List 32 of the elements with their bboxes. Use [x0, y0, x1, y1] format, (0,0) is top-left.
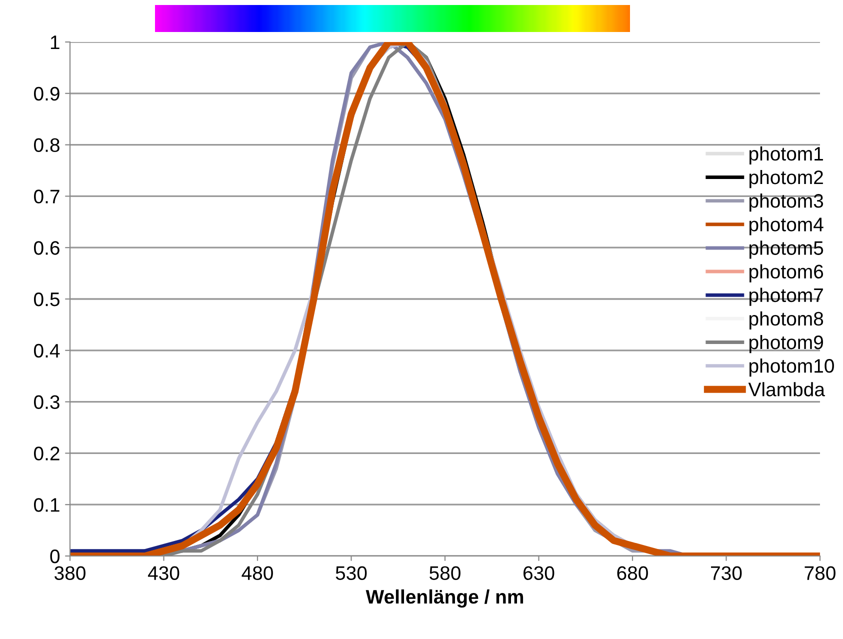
y-tick-label: 0.1 [34, 498, 60, 512]
legend-label: photom1 [750, 146, 823, 165]
legend-label: photom7 [750, 288, 823, 306]
legend-label: photom9 [750, 334, 823, 354]
y-tick-label: 0.8 [34, 138, 60, 152]
x-tick-label: 530 [336, 566, 367, 580]
y-tick-label: 0 [50, 549, 60, 564]
x-axis-title: Wellenlänge / nm [366, 589, 524, 608]
legend-label: photom2 [750, 170, 823, 188]
y-tick-label: 0.2 [34, 446, 60, 460]
y-tick-label: 0.5 [34, 292, 60, 306]
y-tick-label: 0.3 [34, 395, 60, 410]
x-tick-label: 580 [430, 566, 460, 580]
y-tick-label: 0.7 [34, 190, 60, 204]
legend-label: photom3 [750, 194, 824, 212]
y-tick-label: 1 [50, 36, 60, 50]
y-tick-label: 0.9 [34, 86, 60, 101]
legend-label: photom4 [750, 217, 824, 236]
legend-label: photom10 [750, 358, 834, 377]
legend-label: photom6 [750, 264, 824, 282]
x-tick-label: 430 [148, 566, 180, 580]
x-tick-label: 780 [804, 566, 836, 580]
x-tick-label: 730 [711, 566, 742, 580]
x-tick-label: 380 [54, 566, 86, 580]
legend-label: photom5 [750, 240, 824, 259]
x-tick-label: 680 [617, 566, 648, 580]
y-tick-label: 0.6 [34, 241, 60, 255]
x-tick-label: 480 [242, 566, 273, 580]
legend-label: photom8 [750, 311, 824, 330]
y-tick-label: 0.4 [34, 344, 60, 358]
legend-label: Vlambda [748, 382, 825, 396]
x-tick-label: 630 [524, 566, 554, 580]
